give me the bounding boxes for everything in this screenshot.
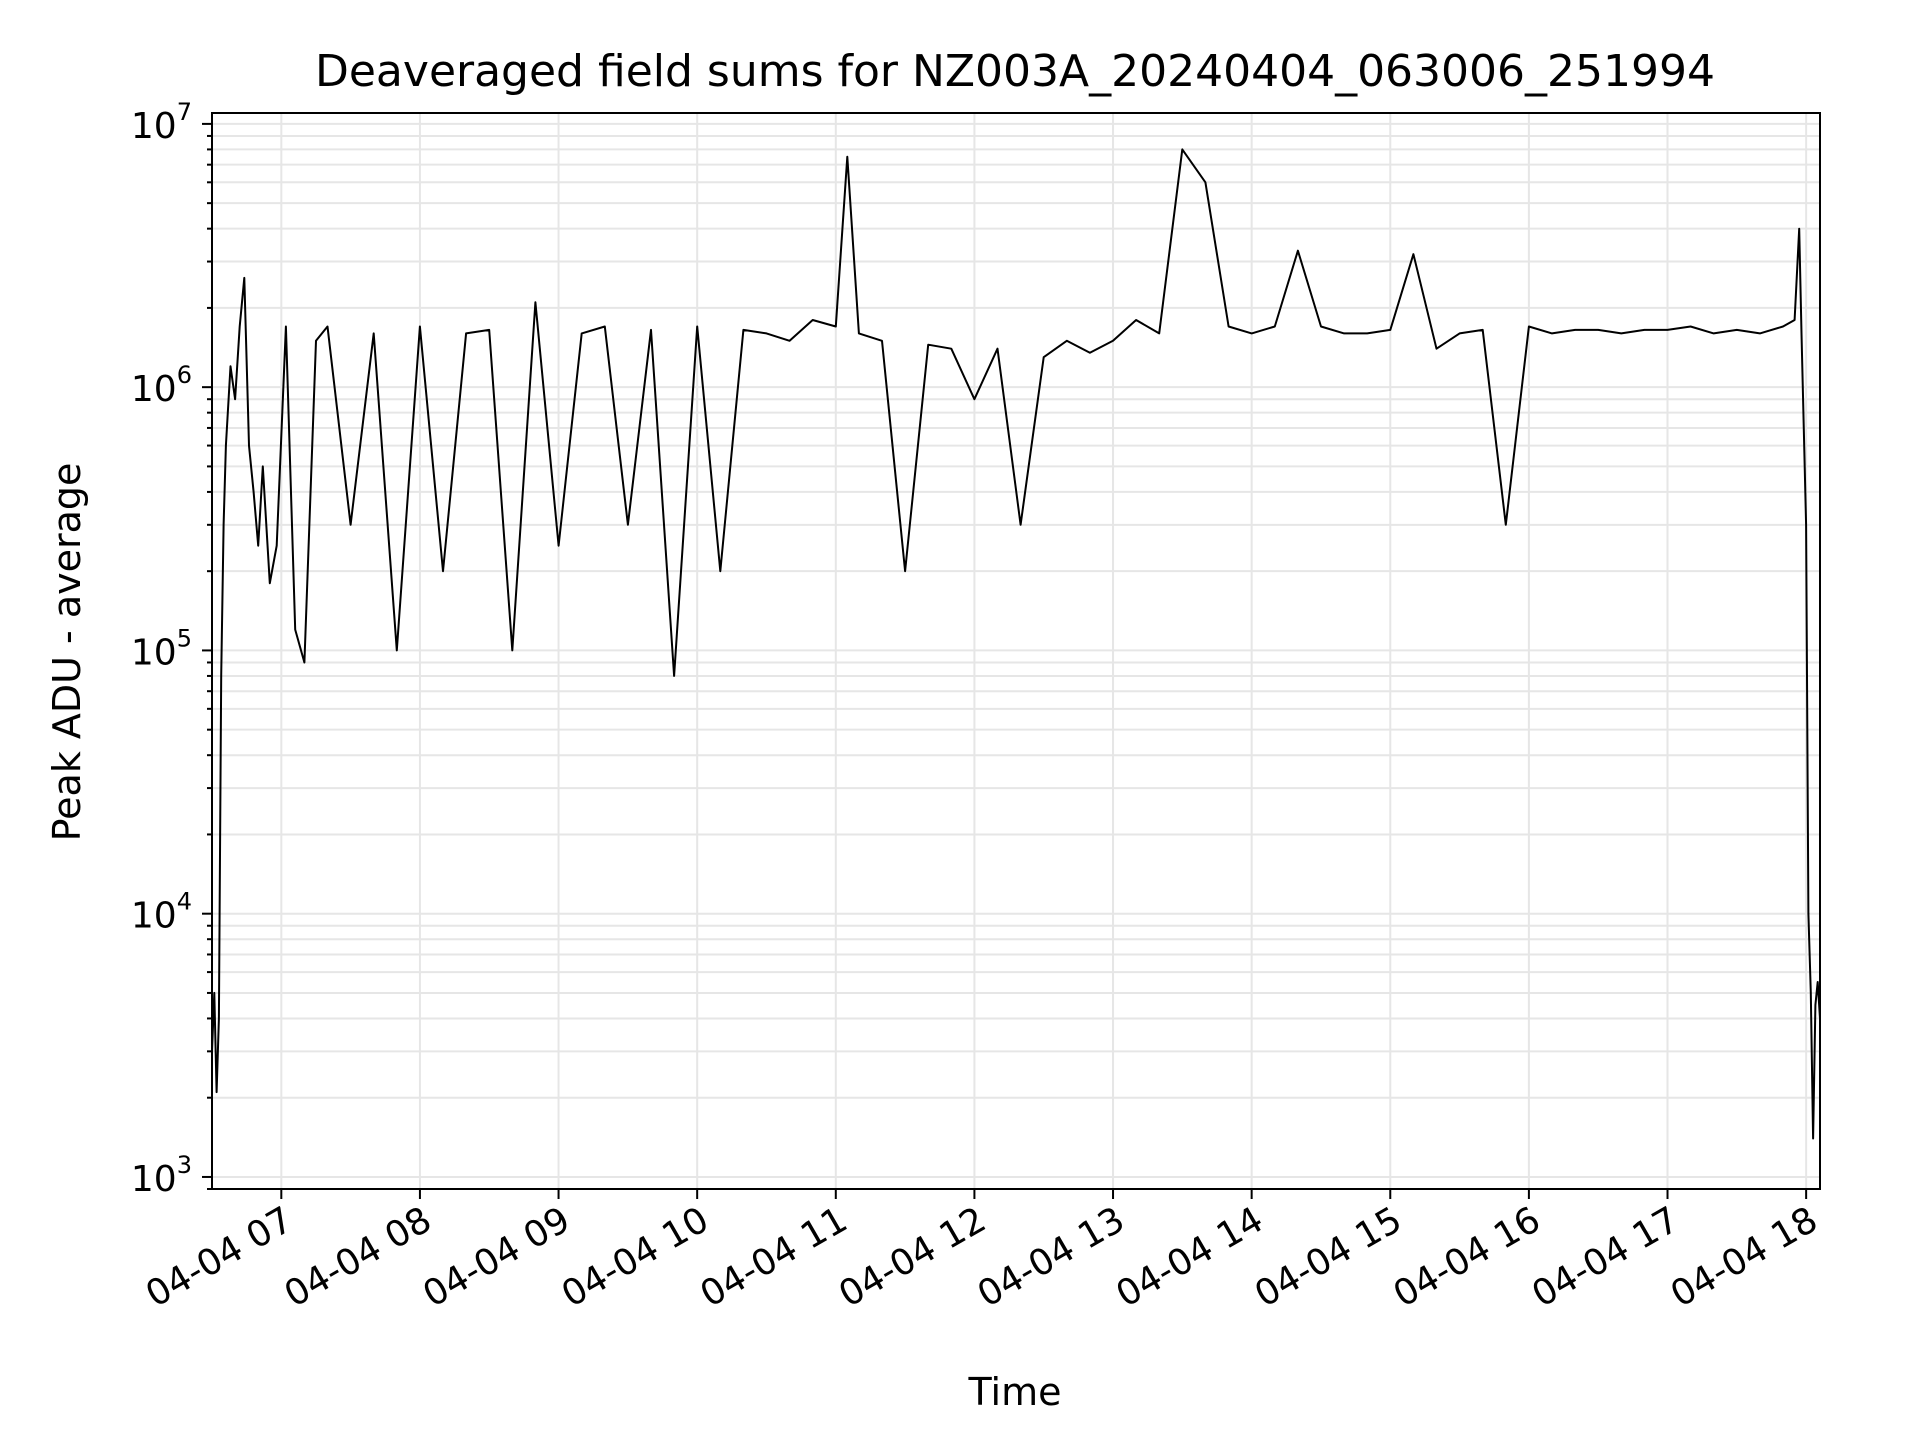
x-tick-label: 04-04 16 <box>1387 1199 1548 1315</box>
y-tick-label: 104 <box>131 888 192 937</box>
y-tick-label: 106 <box>131 361 192 410</box>
y-axis-label: Peak ADU - average <box>45 463 89 842</box>
plot-area <box>212 148 1820 1140</box>
chart-title: Deaveraged field sums for NZ003A_2024040… <box>315 46 1715 97</box>
x-tick-label: 04-04 18 <box>1664 1199 1825 1315</box>
y-tick-label: 103 <box>131 1151 192 1200</box>
x-axis-label: Time <box>968 1370 1062 1414</box>
x-tick-label: 04-04 15 <box>1248 1199 1409 1315</box>
x-tick-label: 04-04 14 <box>1109 1199 1270 1315</box>
x-tick-label: 04-04 17 <box>1525 1199 1686 1315</box>
x-tick-label: 04-04 11 <box>694 1199 855 1315</box>
x-tick-label: 04-04 09 <box>416 1199 577 1315</box>
x-tick-label: 04-04 12 <box>832 1199 993 1315</box>
y-tick-label: 105 <box>131 624 192 673</box>
x-tick-label: 04-04 07 <box>139 1199 300 1315</box>
x-tick-label: 04-04 13 <box>971 1199 1132 1315</box>
x-tick-label: 04-04 10 <box>555 1199 716 1315</box>
series-line <box>212 148 1820 1140</box>
x-tick-label: 04-04 08 <box>278 1199 439 1315</box>
y-tick-label: 107 <box>131 98 192 147</box>
grid <box>212 113 1820 1190</box>
